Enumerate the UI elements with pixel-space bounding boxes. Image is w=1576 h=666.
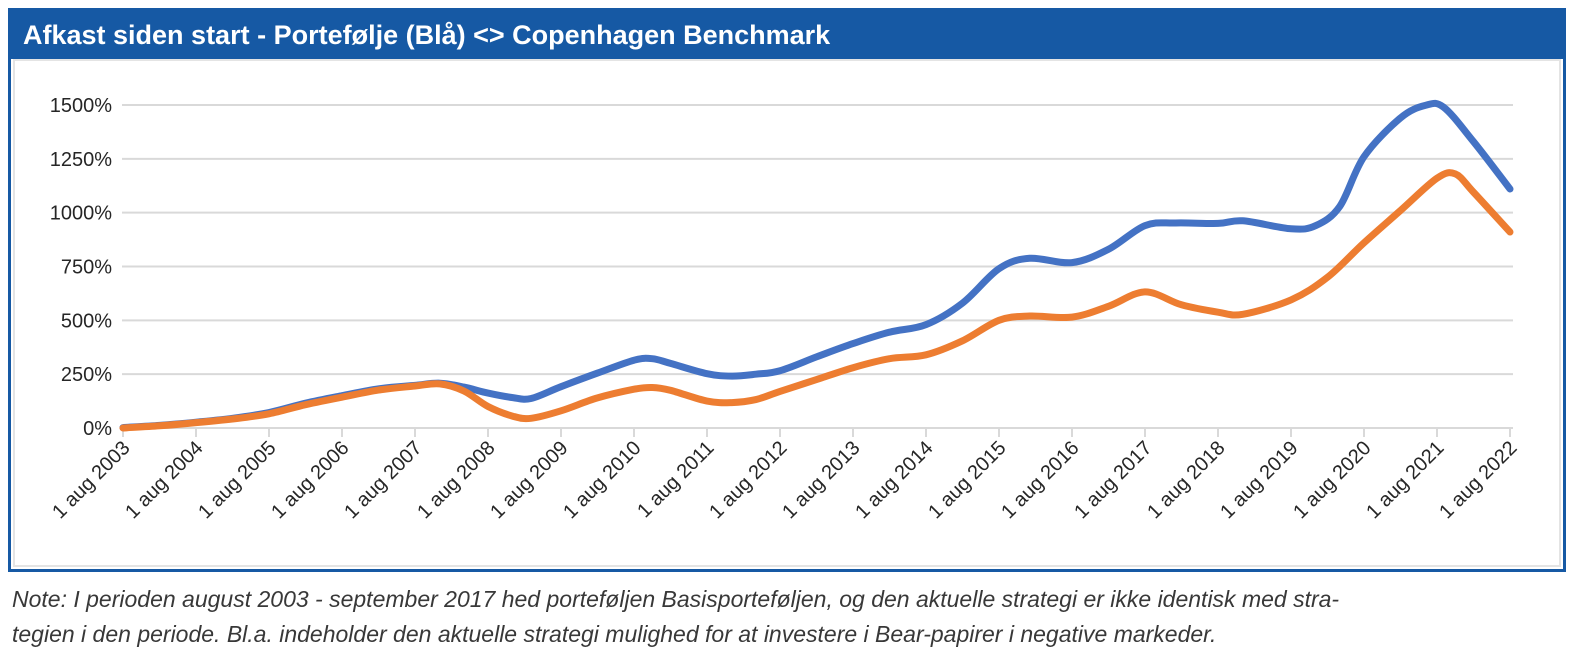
chart-plot-area bbox=[13, 59, 1561, 567]
returns-line-chart: 0%250%500%750%1000%1250%1500%1 aug 20031… bbox=[48, 95, 1521, 523]
chart-title: Afkast siden start - Portefølje (Blå) <>… bbox=[23, 19, 831, 50]
note-text: Note: I perioden august 2003 - september… bbox=[12, 582, 1572, 652]
x-tick-label: 1 aug 2005 bbox=[194, 437, 280, 523]
x-tick-label: 1 aug 2003 bbox=[48, 437, 134, 523]
y-tick-label: 1500% bbox=[50, 95, 112, 117]
x-tick-label: 1 aug 2015 bbox=[924, 437, 1010, 523]
x-tick-label: 1 aug 2004 bbox=[121, 437, 207, 523]
x-tick-label: 1 aug 2012 bbox=[705, 437, 791, 523]
x-tick-label: 1 aug 2019 bbox=[1216, 437, 1302, 523]
benchmark-line bbox=[119, 169, 1514, 432]
x-tick-label: 1 aug 2022 bbox=[1435, 437, 1521, 523]
x-tick-label: 1 aug 2018 bbox=[1143, 437, 1229, 523]
y-tick-label: 500% bbox=[61, 310, 112, 332]
note-line-2: tegien i den periode. Bl.a. indeholder d… bbox=[12, 621, 1217, 647]
x-tick-label: 1 aug 2007 bbox=[340, 437, 426, 523]
y-tick-label: 1250% bbox=[50, 149, 112, 171]
note-line-1: Note: I perioden august 2003 - september… bbox=[12, 586, 1340, 612]
x-tick-label: 1 aug 2014 bbox=[851, 437, 937, 523]
y-tick-label: 250% bbox=[61, 364, 112, 386]
y-tick-label: 1000% bbox=[50, 203, 112, 225]
x-tick-label: 1 aug 2009 bbox=[486, 437, 572, 523]
y-tick-label: 750% bbox=[61, 257, 112, 279]
x-tick-label: 1 aug 2006 bbox=[267, 437, 353, 523]
x-tick-label: 1 aug 2020 bbox=[1289, 437, 1375, 523]
x-tick-label: 1 aug 2010 bbox=[559, 437, 645, 523]
y-tick-label: 0% bbox=[83, 418, 112, 440]
x-tick-label: 1 aug 2016 bbox=[997, 437, 1083, 523]
chart-title-bar: Afkast siden start - Portefølje (Blå) <>… bbox=[11, 11, 1563, 59]
x-tick-label: 1 aug 2013 bbox=[778, 437, 864, 523]
x-tick-label: 1 aug 2008 bbox=[413, 437, 499, 523]
x-tick-label: 1 aug 2021 bbox=[1362, 437, 1448, 523]
x-tick-label: 1 aug 2017 bbox=[1070, 437, 1156, 523]
